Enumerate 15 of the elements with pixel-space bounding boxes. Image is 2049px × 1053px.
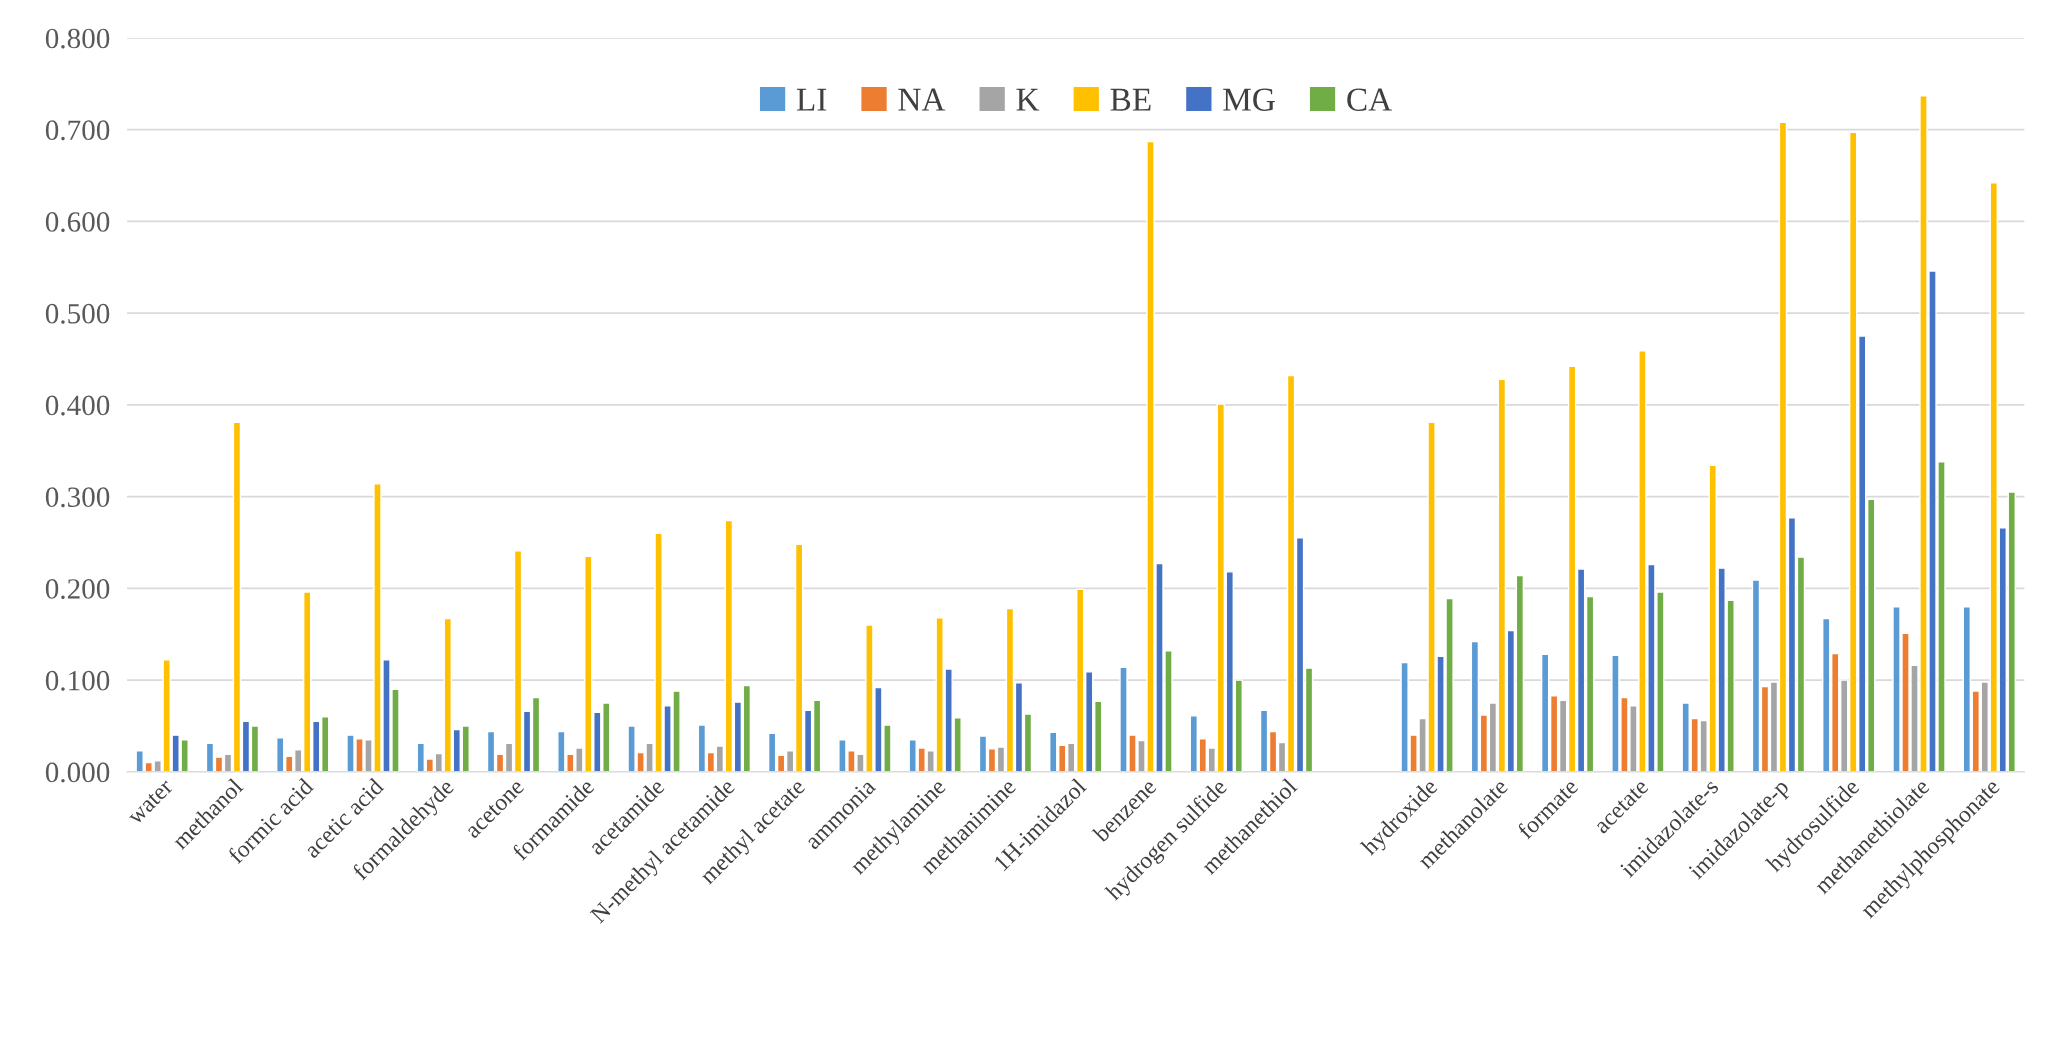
y-tick-label: 0.700 [45,120,110,141]
legend-label: CA [1347,88,1392,111]
y-tick-label: 0.400 [45,395,110,416]
legend-label: MG [1223,88,1275,111]
legend-label: NA [898,88,946,111]
legend-label: LI [796,88,827,111]
y-tick-label: 0.300 [45,487,110,508]
legend-label: BE [1110,88,1151,111]
y-tick-label: 0.600 [45,212,110,232]
y-tick-label: 0.200 [45,579,110,599]
legend-label: K [1016,88,1040,111]
y-tick-label: 0.500 [45,303,110,324]
y-tick-label: 0.000 [45,762,110,783]
y-tick-label: 0.100 [45,670,110,691]
y-tick-label: 0.800 [45,28,110,49]
